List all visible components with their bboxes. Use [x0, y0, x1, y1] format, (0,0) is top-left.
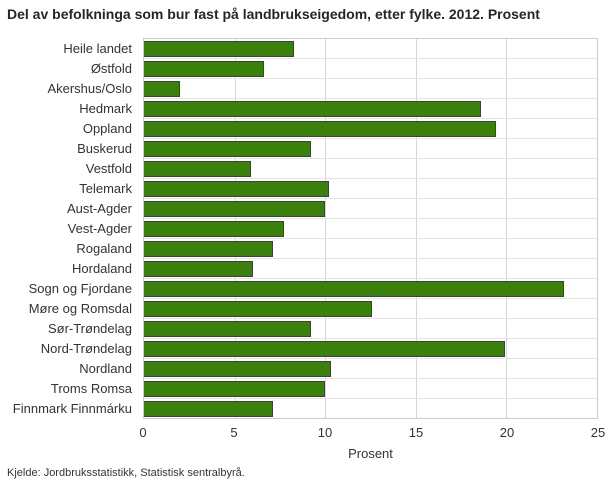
category-label: Oppland: [82, 120, 132, 136]
category-label: Rogaland: [76, 240, 132, 256]
x-axis-ticks: 0 5 10 15 20 25: [139, 425, 605, 441]
category-label: Møre og Romsdal: [28, 301, 132, 317]
x-tick-label: 20: [499, 425, 515, 440]
bar-row: [144, 398, 597, 418]
bar[interactable]: [144, 180, 329, 197]
bar[interactable]: [144, 380, 326, 397]
category-label: Troms Romsa: [50, 381, 132, 397]
bar-row: [144, 98, 597, 118]
bar-row: [144, 58, 597, 78]
category-label: Nordland: [79, 361, 132, 377]
bar-row: [144, 258, 597, 278]
category-label: Vest-Agder: [67, 220, 132, 236]
category-label: Østfold: [90, 60, 132, 76]
category-label: Heile landet: [63, 40, 132, 56]
bar-row: [144, 138, 597, 158]
gridline: [415, 39, 417, 418]
category-label: Akershus/Oslo: [47, 80, 132, 96]
plot-rows: [144, 39, 597, 418]
x-tick-label: 10: [317, 425, 333, 440]
x-tick-label: 0: [139, 425, 147, 440]
bar[interactable]: [144, 40, 295, 57]
bar-row: [144, 278, 597, 298]
bar-row: [144, 378, 597, 398]
bar[interactable]: [144, 120, 496, 137]
plot-area: [143, 38, 598, 419]
category-label: Sogn og Fjordane: [28, 281, 132, 297]
x-tick-label: 25: [590, 425, 606, 440]
bar-row: [144, 178, 597, 198]
bar[interactable]: [144, 100, 482, 117]
category-label: Telemark: [79, 180, 132, 196]
bar-row: [144, 218, 597, 238]
bar-row: [144, 39, 597, 58]
x-tick-label: 5: [230, 425, 238, 440]
bar[interactable]: [144, 260, 253, 277]
bar[interactable]: [144, 200, 326, 217]
bar[interactable]: [144, 300, 373, 317]
bar[interactable]: [144, 160, 251, 177]
gridline: [506, 39, 508, 418]
bar[interactable]: [144, 60, 264, 77]
bar-row: [144, 338, 597, 358]
bar[interactable]: [144, 400, 273, 417]
bar[interactable]: [144, 320, 311, 337]
category-label: Buskerud: [77, 140, 132, 156]
bar[interactable]: [144, 280, 565, 297]
category-label: Hordaland: [72, 261, 132, 277]
bar[interactable]: [144, 240, 273, 257]
category-label: Hedmark: [79, 100, 132, 116]
category-label: Vestfold: [85, 160, 132, 176]
bar-row: [144, 118, 597, 138]
bar[interactable]: [144, 80, 181, 97]
bar-row: [144, 158, 597, 178]
gridline: [325, 39, 327, 418]
bar[interactable]: [144, 140, 311, 157]
category-labels: Heile landet Østfold Akershus/Oslo Hedmark O…: [0, 38, 138, 419]
category-label: Sør-Trøndelag: [47, 321, 132, 337]
bar[interactable]: [144, 360, 331, 377]
bar-row: [144, 358, 597, 378]
category-label: Aust-Agder: [66, 200, 132, 216]
bar-row: [144, 78, 597, 98]
bar-row: [144, 198, 597, 218]
bar-row: [144, 318, 597, 338]
x-axis-title: Prosent: [348, 446, 393, 461]
source-note: Kjelde: Jordbruksstatistikk, Statistisk …: [7, 467, 245, 479]
bar[interactable]: [144, 220, 284, 237]
bar-row: [144, 298, 597, 318]
bar[interactable]: [144, 340, 505, 357]
category-label: Nord-Trøndelag: [40, 341, 132, 357]
chart-title: Del av befolkninga som bur fast på landb…: [7, 6, 540, 22]
category-label: Finnmark Finnmárku: [12, 401, 132, 417]
x-tick-label: 15: [408, 425, 424, 440]
bar-row: [144, 238, 597, 258]
